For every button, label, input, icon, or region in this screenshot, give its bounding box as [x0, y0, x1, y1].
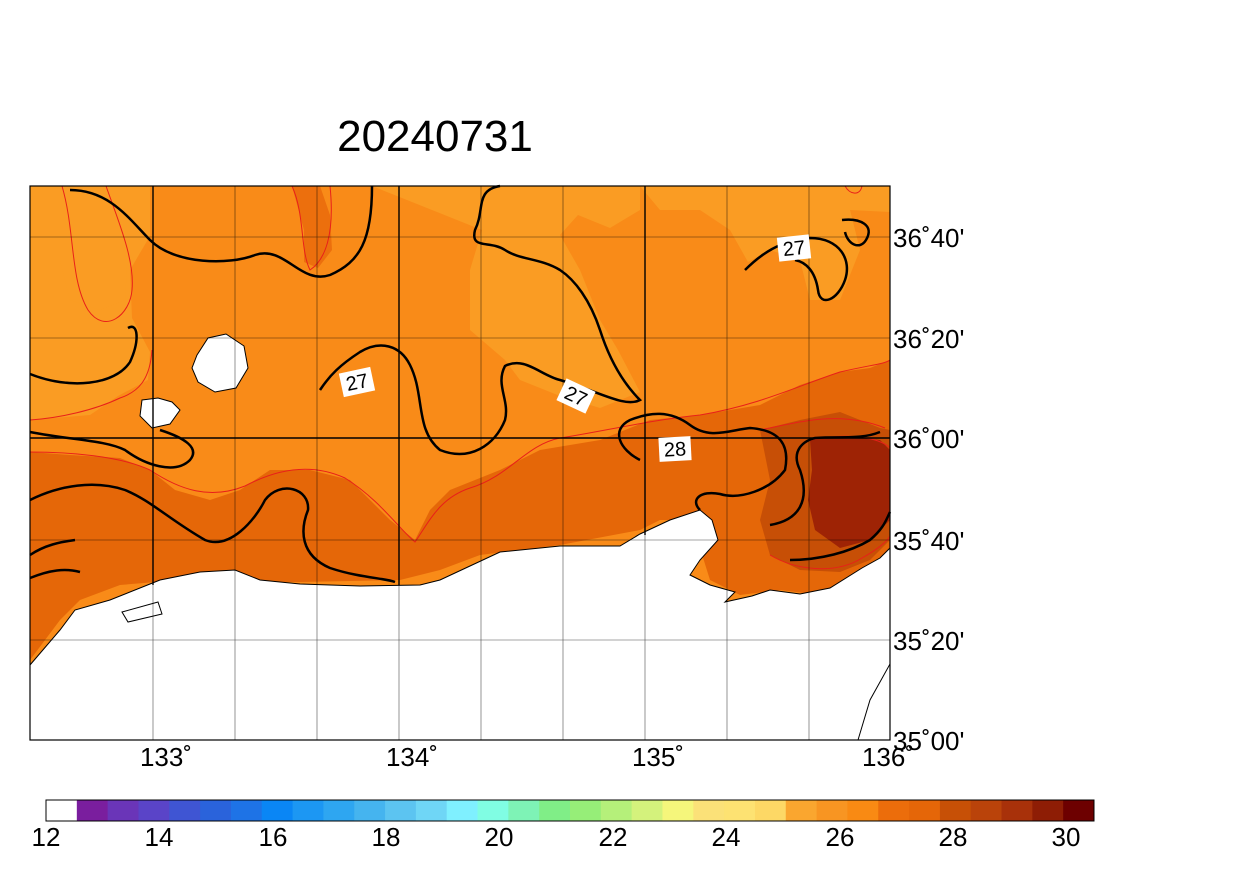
map-frame: [29, 185, 891, 741]
colorbar-swatch: [200, 800, 232, 821]
colorbar-swatch: [1032, 800, 1064, 821]
colorbar-swatch: [261, 800, 294, 821]
contour-label-text: 27: [782, 237, 806, 261]
field-light-center: [372, 186, 640, 408]
lon-label: 133˚: [140, 742, 192, 772]
contour-label-text: 27: [344, 370, 370, 396]
colorbar-swatch: [76, 800, 109, 821]
colorbar-swatch: [107, 800, 139, 821]
sst-field: [29, 186, 891, 741]
colorbar-swatch: [816, 800, 848, 821]
lat-label: 36˚20': [893, 324, 964, 354]
colorbar-swatch: [138, 800, 170, 821]
lon-axis: 133˚ 134˚ 135˚ 136˚: [140, 742, 914, 772]
island-oki: [121, 601, 163, 623]
colorbar-swatch: [909, 800, 941, 821]
colorbar-swatch: [539, 800, 571, 821]
lat-label: 36˚00': [893, 424, 964, 454]
colorbar-tick-label: 30: [1052, 822, 1081, 852]
lat-axis: 36˚40' 36˚20' 36˚00' 35˚40' 35˚20' 35˚00…: [893, 223, 964, 756]
colorbar-swatch: [508, 800, 540, 821]
colorbar-swatch: [600, 800, 633, 821]
colorbar-swatch: [785, 800, 818, 821]
graticule-major: [30, 186, 890, 585]
colorbar-swatch: [46, 800, 78, 821]
contour-label-text: 28: [663, 438, 686, 461]
colorbar-tick-label: 26: [826, 822, 855, 852]
colorbar-swatch: [939, 800, 972, 821]
colorbar-swatch: [292, 800, 324, 821]
colorbar-swatch: [631, 800, 663, 821]
colorbar-swatch: [878, 800, 910, 821]
colorbar-swatch: [477, 800, 509, 821]
colorbar-ticks: 12 14 16 18 20 22 24 26 28 30: [32, 822, 1081, 852]
colorbar-swatch: [693, 800, 725, 821]
lat-label: 35˚00': [893, 726, 964, 756]
colorbar-swatch: [754, 800, 787, 821]
colorbar-swatch: [970, 800, 1003, 821]
colorbar-tick-label: 14: [145, 822, 174, 852]
colorbar-swatch: [1063, 800, 1095, 821]
field-hottest-east: [808, 436, 890, 548]
colorbar-swatch: [385, 800, 417, 821]
map-title: 20240731: [337, 112, 533, 161]
contour-label: 27: [776, 234, 812, 262]
island-small: [139, 397, 181, 429]
colorbar-tick-label: 28: [939, 822, 968, 852]
colorbar-swatch: [570, 800, 602, 821]
colorbar-tick-label: 22: [599, 822, 628, 852]
lon-label: 136˚: [862, 742, 914, 772]
colorbar-swatch: [662, 800, 694, 821]
land-mask: [29, 509, 891, 741]
colorbar-tick-label: 12: [32, 822, 61, 852]
lat-label: 35˚20': [893, 626, 964, 656]
colorbar-swatch: [415, 800, 448, 821]
lat-label: 35˚40': [893, 526, 964, 556]
colorbar-frame: [45, 799, 1095, 822]
colorbar-tick-label: 20: [485, 822, 514, 852]
colorbar-swatch: [724, 800, 756, 821]
field-light-ne: [640, 186, 890, 300]
field-dark-pocket: [292, 186, 332, 268]
island-north: [191, 333, 249, 393]
colorbar: [45, 799, 1095, 822]
colorbar-tick-label: 24: [712, 822, 741, 852]
colorbar-swatch: [446, 800, 479, 821]
lon-label: 135˚: [632, 742, 684, 772]
lon-label: 134˚: [386, 742, 438, 772]
colorbar-tick-label: 18: [372, 822, 401, 852]
colorbar-swatch: [847, 800, 879, 821]
contour-label: 27: [338, 366, 376, 398]
field-warm-south: [30, 360, 890, 660]
colorbar-swatch: [230, 800, 263, 821]
black-contours: [29, 184, 892, 584]
colorbar-tick-label: 16: [259, 822, 288, 852]
contour-label: 28: [658, 436, 692, 462]
colorbar-swatch: [323, 800, 355, 821]
colorbar-swatch: [1001, 800, 1033, 821]
colorbar-swatch: [354, 800, 386, 821]
lat-label: 36˚40': [893, 223, 964, 253]
colorbar-swatch: [169, 800, 201, 821]
